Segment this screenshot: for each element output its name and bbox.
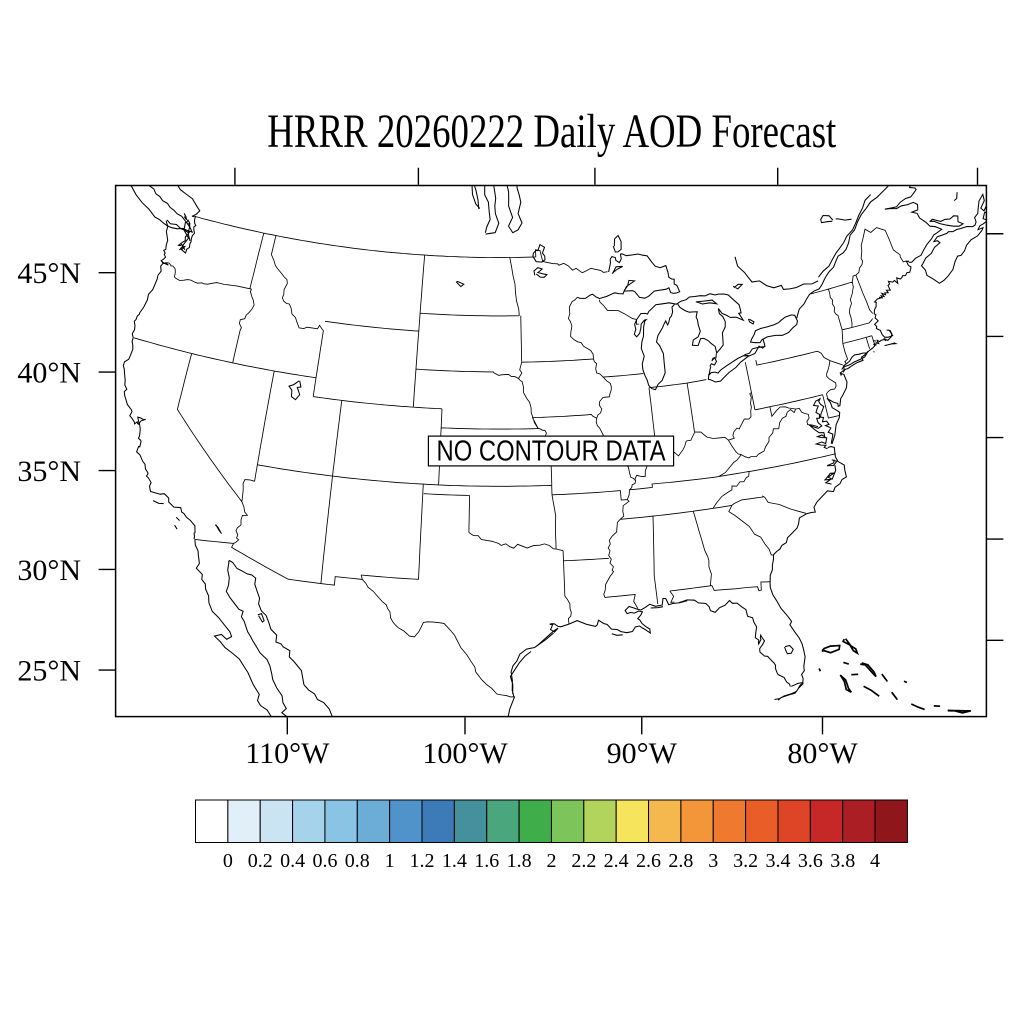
svg-text:NO CONTOUR DATA: NO CONTOUR DATA — [437, 436, 667, 468]
svg-text:2.4: 2.4 — [604, 850, 629, 872]
svg-text:1.2: 1.2 — [410, 850, 435, 872]
svg-text:2: 2 — [546, 850, 556, 872]
svg-text:1.6: 1.6 — [474, 850, 499, 872]
svg-text:4: 4 — [870, 850, 880, 872]
svg-text:3.4: 3.4 — [765, 850, 790, 872]
svg-text:3.6: 3.6 — [798, 850, 823, 872]
svg-text:3.8: 3.8 — [830, 850, 855, 872]
svg-text:3.2: 3.2 — [733, 850, 758, 872]
svg-text:30°N: 30°N — [17, 554, 81, 587]
svg-text:0.6: 0.6 — [312, 850, 337, 872]
svg-text:0.2: 0.2 — [248, 850, 273, 872]
svg-text:HRRR 20260222 Daily AOD Foreca: HRRR 20260222 Daily AOD Forecast — [267, 105, 837, 158]
svg-text:0: 0 — [223, 850, 233, 872]
svg-text:2.2: 2.2 — [571, 850, 596, 872]
svg-text:80°W: 80°W — [787, 737, 858, 770]
svg-text:40°N: 40°N — [17, 357, 81, 390]
svg-text:25°N: 25°N — [17, 655, 81, 688]
svg-text:3: 3 — [708, 850, 718, 872]
svg-text:90°W: 90°W — [607, 737, 678, 770]
svg-text:2.6: 2.6 — [636, 850, 661, 872]
svg-text:1: 1 — [385, 850, 395, 872]
svg-text:35°N: 35°N — [17, 455, 81, 488]
svg-text:2.8: 2.8 — [668, 850, 693, 872]
svg-text:0.4: 0.4 — [280, 850, 305, 872]
svg-text:0.8: 0.8 — [345, 850, 370, 872]
svg-text:110°W: 110°W — [245, 737, 330, 770]
svg-text:45°N: 45°N — [17, 257, 81, 290]
svg-text:100°W: 100°W — [422, 737, 508, 770]
svg-text:1.4: 1.4 — [442, 850, 467, 872]
svg-text:1.8: 1.8 — [507, 850, 532, 872]
